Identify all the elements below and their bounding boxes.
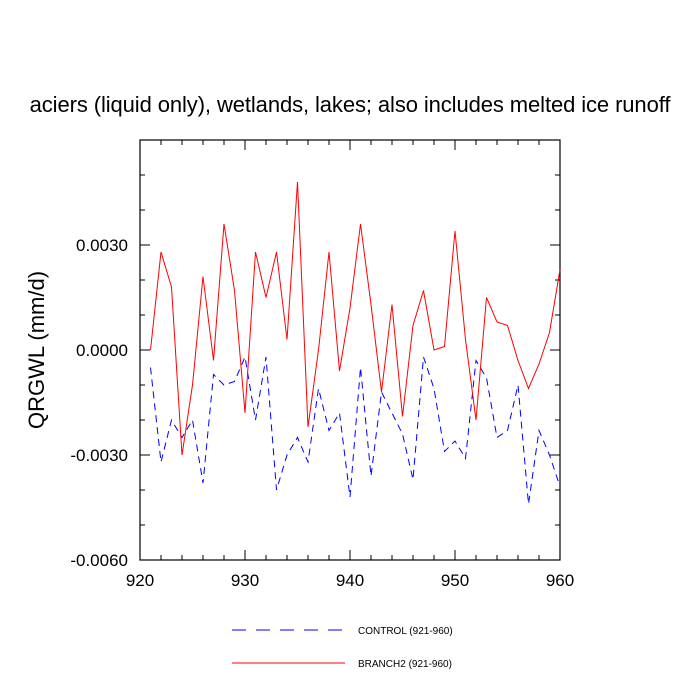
y-tick-label: -0.0030 — [70, 446, 128, 465]
series-line-control — [150, 355, 561, 505]
y-axis-title: QRGWL (mm/d) — [24, 271, 49, 429]
y-tick-label: -0.0060 — [70, 551, 128, 570]
x-tick-label: 940 — [336, 571, 364, 590]
x-tick-label: 960 — [546, 571, 574, 590]
legend-label: BRANCH2 (921-960) — [358, 659, 452, 670]
y-tick-label: 0.0000 — [76, 341, 128, 360]
x-tick-label: 930 — [231, 571, 259, 590]
y-tick-label: 0.0030 — [76, 236, 128, 255]
axes: 920 930 940 950 960 -0.0060 -0.0030 0.0000 0.003… — [70, 139, 574, 590]
legend-label: CONTROL (921-960) — [358, 626, 453, 637]
plot-frame — [139, 139, 561, 561]
x-tick-label: 920 — [126, 571, 154, 590]
chart-title: aciers (liquid only), wetlands, lakes; a… — [29, 92, 671, 117]
x-tick-label: 950 — [441, 571, 469, 590]
series-lines — [150, 181, 561, 505]
series-line-branch2 — [150, 181, 561, 456]
legend: CONTROL (921-960) BRANCH2 (921-960) — [232, 626, 453, 670]
